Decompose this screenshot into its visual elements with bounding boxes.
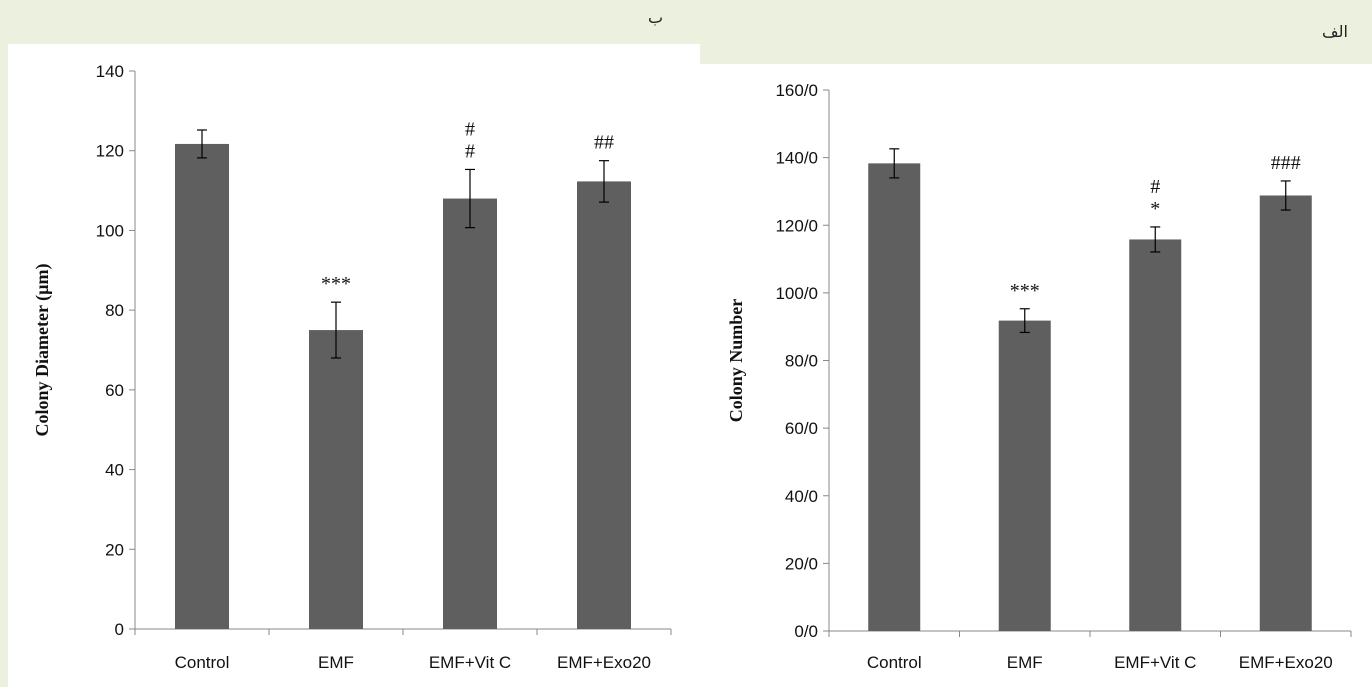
diameter-bar xyxy=(577,181,631,629)
diameter-y-tick-label: 40 xyxy=(105,461,124,480)
diameter-bar xyxy=(309,330,363,629)
diameter-y-tick-label: 100 xyxy=(96,221,124,240)
diameter-category-label: Control xyxy=(175,653,230,672)
number-y-tick-label: 80/0 xyxy=(785,352,818,371)
number-significance-mark: ### xyxy=(1271,152,1301,174)
diameter-y-tick-label: 20 xyxy=(105,540,124,559)
number-y-tick-label: 100/0 xyxy=(775,284,818,303)
diameter-y-axis-title: Colony Diameter (µm) xyxy=(32,263,53,436)
diameter-significance-mark: # xyxy=(465,118,475,140)
number-bar xyxy=(1259,195,1312,631)
diameter-significance-mark: ## xyxy=(594,132,614,154)
diameter-significance-mark: *** xyxy=(321,273,351,295)
diameter-category-label: EMF xyxy=(318,653,354,672)
diameter-category-label: EMF+Exo20 xyxy=(557,653,651,672)
diameter-bar xyxy=(175,143,229,629)
diameter-y-tick-label: 80 xyxy=(105,301,124,320)
diameter-significance-mark: # xyxy=(465,140,475,162)
number-y-tick-label: 120/0 xyxy=(775,216,818,235)
chart-colony-diameter: 0 20 40 60 80 100 120 140 Control *** EMF # # EMF+Vit… xyxy=(8,44,700,687)
number-y-tick-label: 20/0 xyxy=(785,554,818,573)
number-y-tick-label: 0/0 xyxy=(794,622,818,641)
number-category-label: EMF+Vit C xyxy=(1114,653,1196,672)
number-y-tick-label: 160/0 xyxy=(775,81,818,100)
diameter-y-tick-label: 140 xyxy=(96,62,124,81)
number-significance-mark: * xyxy=(1150,198,1160,220)
diameter-y-tick-label: 60 xyxy=(105,381,124,400)
diameter-y-tick-label: 0 xyxy=(115,620,124,639)
chart-colony-number-svg: 0/0 20/0 40/0 60/0 80/0 100/0 120/0 140/0 160/0 C… xyxy=(726,81,1352,672)
number-bar xyxy=(1129,239,1182,632)
chart-colony-diameter-svg: 0 20 40 60 80 100 120 140 Control *** EMF ## EMF+Vit… xyxy=(32,62,672,672)
number-bar xyxy=(998,320,1051,631)
diameter-y-tick-label: 120 xyxy=(96,142,124,161)
panel-letter-alef: الف xyxy=(1322,22,1348,41)
number-category-label: EMF+Exo20 xyxy=(1239,653,1333,672)
number-category-label: EMF xyxy=(1007,653,1043,672)
number-bar xyxy=(868,163,921,632)
number-y-tick-label: 40/0 xyxy=(785,487,818,506)
diameter-bar xyxy=(443,198,497,630)
number-significance-mark: *** xyxy=(1010,280,1040,302)
number-category-label: Control xyxy=(867,653,922,672)
chart-colony-number: 0/0 20/0 40/0 60/0 80/0 100/0 120/0 140/0 160/0 C… xyxy=(700,64,1372,687)
number-y-tick-label: 60/0 xyxy=(785,419,818,438)
number-significance-mark: # xyxy=(1150,176,1160,198)
diameter-category-label: EMF+Vit C xyxy=(429,653,511,672)
number-y-tick-label: 140/0 xyxy=(775,149,818,168)
number-y-axis-title: Colony Number xyxy=(726,299,746,423)
panel-letter-b: ب xyxy=(648,8,664,27)
